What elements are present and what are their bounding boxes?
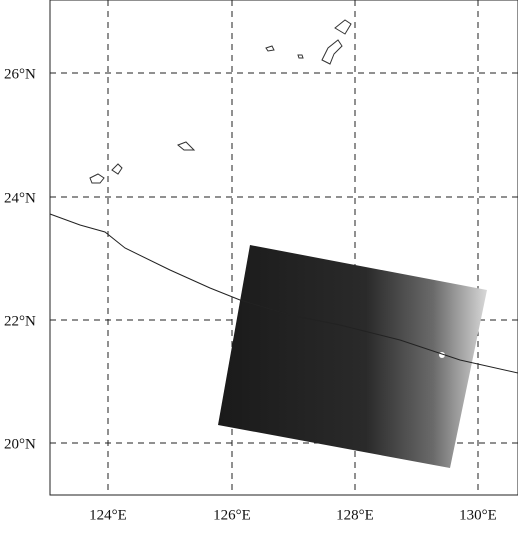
lat-label: 24°N [4, 190, 36, 206]
lat-label: 20°N [4, 436, 36, 452]
lat-label: 22°N [4, 313, 36, 329]
lat-label: 26°N [4, 66, 36, 82]
latitude-labels: 26°N 24°N 22°N 20°N [4, 66, 36, 452]
lon-label: 128°E [336, 507, 374, 523]
map: 26°N 24°N 22°N 20°N 124°E 126°E 128°E 13… [0, 0, 518, 530]
longitude-labels: 124°E 126°E 128°E 130°E [89, 507, 497, 523]
islands [90, 20, 351, 183]
lon-label: 124°E [89, 507, 127, 523]
lon-label: 126°E [213, 507, 251, 523]
image-swath [218, 245, 487, 468]
lon-label: 130°E [459, 507, 497, 523]
